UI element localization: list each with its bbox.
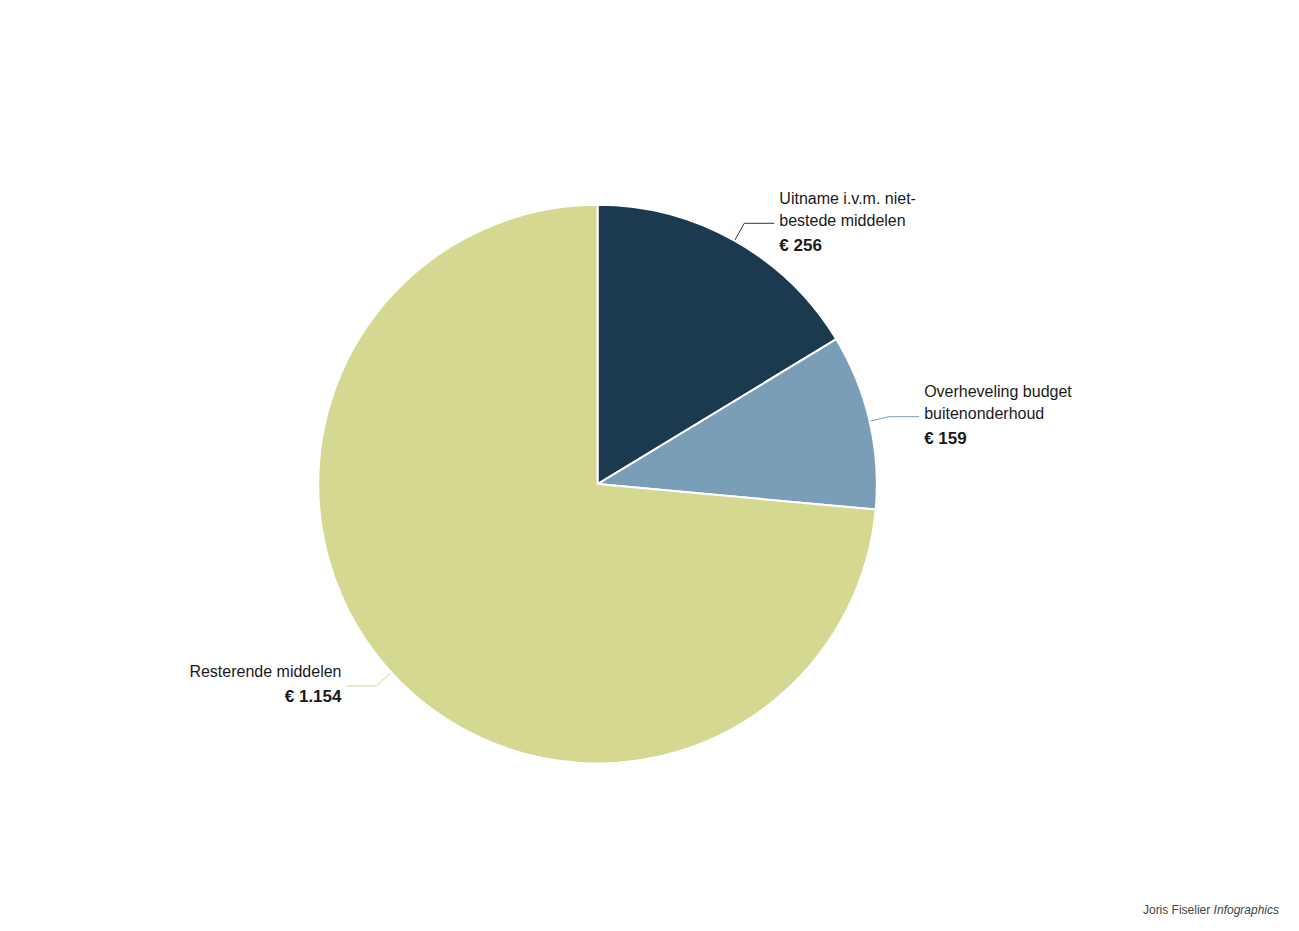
- svg-text:bestede middelen: bestede middelen: [779, 212, 905, 229]
- svg-text:Uitname i.v.m. niet-: Uitname i.v.m. niet-: [779, 190, 916, 207]
- svg-text:€ 1.154: € 1.154: [285, 687, 342, 706]
- svg-text:€ 256: € 256: [779, 236, 822, 255]
- svg-text:€ 159: € 159: [924, 429, 967, 448]
- svg-text:Infographics: Infographics: [1214, 903, 1279, 917]
- svg-text:Joris Fiselier: Joris Fiselier: [1143, 903, 1214, 917]
- svg-text:buitenonderhoud: buitenonderhoud: [924, 405, 1044, 422]
- svg-text:Overheveling budget: Overheveling budget: [924, 383, 1072, 400]
- svg-text:Resterende middelen: Resterende middelen: [189, 663, 341, 680]
